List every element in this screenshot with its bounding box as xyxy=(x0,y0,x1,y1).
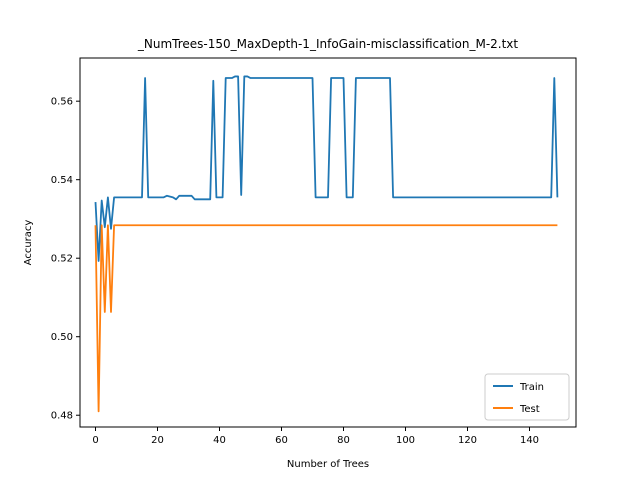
series-line-train xyxy=(94,75,559,262)
chart-title: _NumTrees-150_MaxDepth-1_InfoGain-miscla… xyxy=(137,37,519,51)
x-tick-label: 0 xyxy=(92,435,98,446)
plot-lines xyxy=(94,75,559,413)
x-tick-label: 80 xyxy=(337,435,350,446)
y-tick-label: 0.56 xyxy=(51,97,73,108)
x-axis: 0 20 40 60 80 100 120 140 xyxy=(92,427,539,446)
y-tick-label: 0.48 xyxy=(51,411,73,422)
x-tick-label: 60 xyxy=(275,435,288,446)
x-tick-label: 20 xyxy=(151,435,164,446)
legend-label-test: Test xyxy=(519,404,540,415)
x-axis-label: Number of Trees xyxy=(287,459,369,470)
x-tick-label: 100 xyxy=(396,435,415,446)
legend: Train Test xyxy=(484,373,570,421)
series-line-test xyxy=(94,224,558,413)
y-axis: 0.48 0.50 0.52 0.54 0.56 xyxy=(51,97,80,422)
y-tick-label: 0.52 xyxy=(51,254,73,265)
plot-frame xyxy=(79,57,577,428)
y-axis-label: Accuracy xyxy=(23,220,34,266)
legend-label-train: Train xyxy=(519,382,544,393)
x-tick-label: 140 xyxy=(520,435,539,446)
y-tick-label: 0.50 xyxy=(51,332,73,343)
y-tick-label: 0.54 xyxy=(51,175,73,186)
x-tick-label: 120 xyxy=(458,435,477,446)
x-tick-label: 40 xyxy=(213,435,226,446)
